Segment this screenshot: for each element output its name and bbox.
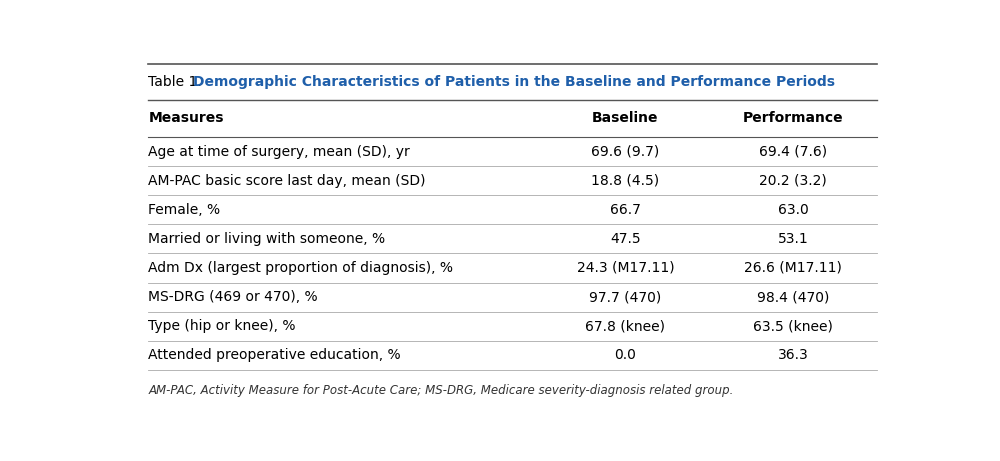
Text: 69.4 (7.6): 69.4 (7.6) [759, 144, 827, 159]
Text: Measures: Measures [148, 111, 224, 125]
Text: 97.7 (470): 97.7 (470) [589, 290, 662, 304]
Text: 69.6 (9.7): 69.6 (9.7) [591, 144, 660, 159]
Text: MS-DRG (469 or 470), %: MS-DRG (469 or 470), % [148, 290, 318, 304]
Text: AM-PAC, Activity Measure for Post-Acute Care; MS-DRG, Medicare severity-diagnosi: AM-PAC, Activity Measure for Post-Acute … [148, 384, 734, 397]
Text: Type (hip or knee), %: Type (hip or knee), % [148, 319, 296, 333]
Text: Adm Dx (largest proportion of diagnosis), %: Adm Dx (largest proportion of diagnosis)… [148, 261, 453, 275]
Text: 47.5: 47.5 [610, 232, 641, 246]
Text: 67.8 (knee): 67.8 (knee) [585, 319, 665, 333]
Text: 18.8 (4.5): 18.8 (4.5) [591, 174, 659, 188]
Text: Attended preoperative education, %: Attended preoperative education, % [148, 348, 401, 362]
Text: 24.3 (M17.11): 24.3 (M17.11) [577, 261, 674, 275]
Text: 63.5 (knee): 63.5 (knee) [753, 319, 833, 333]
Text: 36.3: 36.3 [778, 348, 808, 362]
Text: 26.6 (M17.11): 26.6 (M17.11) [744, 261, 842, 275]
Text: Performance: Performance [743, 111, 843, 125]
Text: 0.0: 0.0 [614, 348, 636, 362]
Text: 63.0: 63.0 [778, 203, 808, 217]
Text: 20.2 (3.2): 20.2 (3.2) [759, 174, 827, 188]
Text: 66.7: 66.7 [610, 203, 641, 217]
Text: Married or living with someone, %: Married or living with someone, % [148, 232, 385, 246]
Text: Table 1.: Table 1. [148, 75, 206, 89]
Text: AM-PAC basic score last day, mean (SD): AM-PAC basic score last day, mean (SD) [148, 174, 426, 188]
Text: Demographic Characteristics of Patients in the Baseline and Performance Periods: Demographic Characteristics of Patients … [193, 75, 835, 89]
Text: Female, %: Female, % [148, 203, 220, 217]
Text: Age at time of surgery, mean (SD), yr: Age at time of surgery, mean (SD), yr [148, 144, 410, 159]
Text: 98.4 (470): 98.4 (470) [757, 290, 829, 304]
Text: Baseline: Baseline [592, 111, 659, 125]
Text: 53.1: 53.1 [778, 232, 808, 246]
